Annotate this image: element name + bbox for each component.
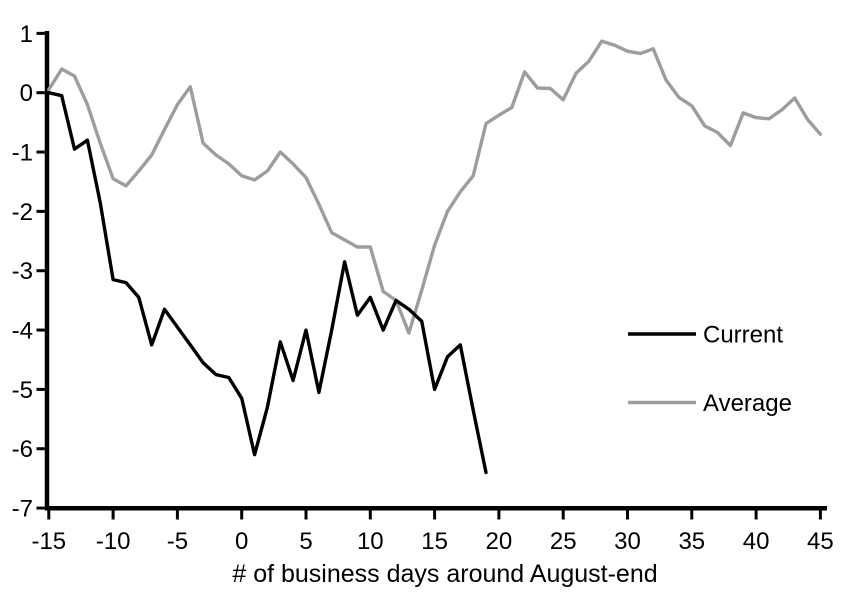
legend-label-current: Current (703, 322, 783, 349)
y-tick-label: -3 (12, 258, 33, 285)
y-tick-label: -5 (12, 377, 33, 404)
x-tick-label: 25 (550, 528, 577, 555)
x-tick-label: 30 (614, 528, 641, 555)
x-tick-label: 15 (421, 528, 448, 555)
y-tick-label: -4 (12, 318, 33, 345)
x-tick-label: 40 (743, 528, 770, 555)
x-tick-label: 45 (807, 528, 834, 555)
x-tick-label: 10 (357, 528, 384, 555)
y-tick-label: -1 (12, 140, 33, 167)
x-axis-title: # of business days around August-end (232, 560, 657, 588)
x-tick-label: 5 (299, 528, 312, 555)
x-tick-label: -15 (31, 528, 66, 555)
x-tick-label: -10 (96, 528, 131, 555)
series-average-line (47, 39, 823, 335)
x-tick-label: 0 (235, 528, 248, 555)
y-tick-label: 0 (20, 80, 33, 107)
y-tick-label: -7 (12, 496, 33, 523)
x-tick-label: -5 (167, 528, 188, 555)
legend-label-average: Average (703, 390, 792, 417)
plot-series (47, 39, 823, 475)
series-current-line (47, 90, 488, 475)
axes: 10-1-2-3-4-5-6-7-15 -10 -5 0 5 10 15 20 25 30 35 40… (12, 21, 834, 555)
y-tick-label: -6 (12, 436, 33, 463)
y-tick-label: 1 (20, 21, 33, 48)
legend: Current Average (628, 322, 792, 417)
y-tick-label: -2 (12, 199, 33, 226)
x-tick-label: 35 (678, 528, 705, 555)
x-tick-label: 20 (486, 528, 513, 555)
